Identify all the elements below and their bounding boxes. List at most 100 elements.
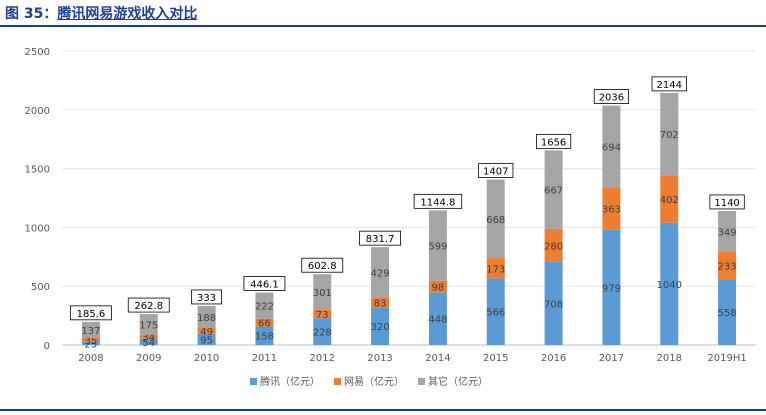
data-label: 668 — [486, 215, 505, 226]
y-tick-label: 1500 — [25, 165, 50, 176]
total-label-box — [127, 297, 170, 313]
data-label: 349 — [718, 227, 737, 238]
total-label-box — [535, 133, 572, 149]
total-label-box — [70, 305, 112, 321]
total-label-box — [478, 163, 514, 178]
y-tick-label: 500 — [31, 282, 50, 293]
bar-segment-2009-s1 — [139, 334, 158, 339]
data-label: 1040 — [657, 280, 682, 291]
x-tick-label: 2013 — [367, 353, 392, 364]
data-label: 320 — [371, 322, 390, 333]
data-label: 49 — [200, 327, 213, 338]
bar-segment-2013-s1 — [371, 297, 390, 308]
bar-segment-2012-s2 — [313, 274, 332, 310]
x-tick-label: 2016 — [541, 353, 566, 364]
x-tick-label: 2015 — [483, 353, 508, 364]
total-label-box — [593, 89, 630, 104]
gridlines — [62, 50, 756, 346]
data-label: 708 — [544, 299, 563, 310]
data-label: 95 — [200, 335, 213, 346]
total-label-box — [359, 230, 401, 246]
bar-segment-2019H1-s0 — [718, 279, 737, 345]
legend-swatch-s2 — [418, 378, 425, 385]
bar-segment-2018-s2 — [660, 92, 679, 176]
data-label: 137 — [81, 326, 100, 337]
total-label-box — [301, 257, 344, 273]
bar-segment-2016-s2 — [544, 150, 563, 229]
x-tick-label: 2019H1 — [707, 353, 746, 364]
data-label: 83 — [374, 298, 387, 309]
total-label: 1144.8 — [420, 197, 455, 208]
legend-label: 其它（亿元） — [428, 375, 488, 388]
bar-segment-2012-s1 — [313, 309, 332, 319]
data-label: 558 — [718, 308, 737, 319]
data-label: 233 — [718, 262, 737, 273]
data-label: 979 — [602, 283, 621, 294]
data-label: 599 — [428, 242, 447, 253]
total-label: 2036 — [599, 93, 624, 104]
x-tick-label: 2011 — [252, 353, 277, 364]
data-label: 566 — [486, 308, 505, 319]
data-label: 34 — [142, 333, 155, 344]
bar-segment-2016-s1 — [544, 228, 563, 262]
data-label: 429 — [371, 268, 390, 279]
data-label: 222 — [255, 302, 274, 313]
bar-segment-2017-s0 — [602, 229, 621, 345]
data-label: 448 — [428, 315, 447, 326]
total-label: 1140 — [714, 198, 739, 209]
bar-segment-2018-s0 — [660, 222, 679, 345]
bar-segment-2008-s0 — [81, 342, 100, 345]
bar-segment-2019H1-s1 — [718, 251, 737, 280]
data-label: 702 — [660, 130, 679, 141]
bar-segment-2009-s2 — [139, 314, 158, 335]
data-label: 73 — [316, 310, 329, 321]
data-label: 35 — [85, 336, 98, 347]
total-label: 1656 — [541, 137, 566, 148]
total-label-box — [413, 193, 463, 209]
bar-segment-2016-s0 — [544, 261, 563, 345]
x-tick-label: 2009 — [136, 353, 161, 364]
legend-swatch-s0 — [250, 378, 257, 385]
data-label: 66 — [258, 319, 271, 330]
y-tick-label: 1000 — [25, 223, 50, 234]
bar-segment-2011-s2 — [255, 292, 274, 319]
x-tick-label: 2014 — [425, 353, 450, 364]
legend-swatch-s1 — [334, 378, 341, 385]
bar-segment-2019H1-s2 — [718, 210, 737, 252]
bottom-rule — [0, 409, 766, 411]
legend: 腾讯（亿元） 网易（亿元） 其它（亿元） — [250, 375, 488, 388]
data-label: 173 — [486, 264, 505, 275]
bar-segment-2012-s0 — [313, 318, 332, 345]
x-axis: 2008 2009 2010 2011 2012 2013 2014 2015 2016 2017… — [78, 353, 747, 364]
total-label-box — [191, 289, 222, 305]
bar-segment-2014-s2 — [428, 210, 447, 281]
total-label: 185.6 — [77, 309, 106, 320]
data-label: 228 — [313, 328, 332, 339]
bar-segment-2011-s1 — [255, 318, 274, 327]
data-label: 175 — [139, 320, 158, 331]
data-label: 301 — [313, 288, 332, 299]
figure-number: 图 35： — [5, 6, 58, 22]
bar-segment-2015-s1 — [486, 258, 505, 279]
y-tick-label: 2500 — [25, 47, 50, 58]
x-tick-label: 2017 — [599, 353, 624, 364]
total-label: 262.8 — [134, 301, 163, 312]
data-label: 694 — [602, 142, 621, 153]
x-tick-label: 2018 — [657, 353, 682, 364]
total-label: 602.8 — [308, 261, 337, 272]
legend-label: 腾讯（亿元） — [260, 375, 320, 388]
legend-label: 网易（亿元） — [344, 375, 404, 388]
bar-segment-2015-s2 — [486, 179, 505, 259]
total-label-box — [651, 76, 687, 92]
total-label: 2144 — [657, 80, 682, 91]
top-rule — [0, 25, 766, 27]
bar-segment-2010-s1 — [197, 328, 216, 334]
x-tick-label: 2012 — [310, 353, 335, 364]
figure-title-text: 腾讯网易游戏收入对比 — [57, 6, 198, 22]
bar-segment-2010-s2 — [197, 305, 216, 329]
bar-segment-2011-s0 — [255, 326, 274, 345]
total-label: 446.1 — [250, 280, 279, 291]
data-label: 98 — [432, 283, 445, 294]
